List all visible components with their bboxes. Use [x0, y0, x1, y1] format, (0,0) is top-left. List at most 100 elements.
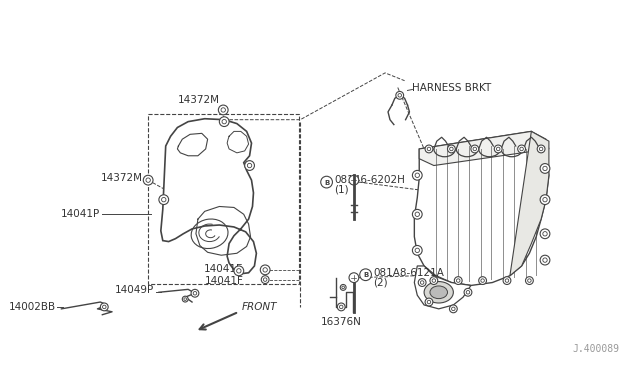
- Ellipse shape: [430, 286, 447, 299]
- Circle shape: [432, 279, 436, 282]
- Circle shape: [218, 105, 228, 115]
- Circle shape: [419, 279, 426, 286]
- Circle shape: [540, 255, 550, 265]
- Circle shape: [412, 170, 422, 180]
- Text: B: B: [363, 272, 368, 278]
- Circle shape: [428, 147, 431, 151]
- Circle shape: [471, 145, 479, 153]
- Circle shape: [100, 303, 108, 311]
- Circle shape: [454, 277, 462, 285]
- Text: B: B: [324, 180, 329, 186]
- Circle shape: [191, 289, 199, 297]
- Circle shape: [244, 161, 255, 170]
- Circle shape: [537, 145, 545, 153]
- Circle shape: [540, 164, 550, 173]
- Circle shape: [430, 277, 438, 285]
- Circle shape: [540, 229, 550, 239]
- Circle shape: [425, 145, 433, 153]
- Circle shape: [337, 303, 345, 311]
- Circle shape: [543, 166, 547, 171]
- Text: (1): (1): [334, 185, 349, 195]
- Circle shape: [102, 305, 106, 309]
- Circle shape: [540, 147, 543, 151]
- Circle shape: [237, 269, 241, 273]
- Circle shape: [263, 268, 268, 272]
- Circle shape: [143, 175, 153, 185]
- Circle shape: [527, 279, 531, 282]
- Circle shape: [339, 305, 343, 309]
- Circle shape: [321, 176, 332, 188]
- Circle shape: [349, 175, 359, 185]
- Circle shape: [518, 145, 525, 153]
- Circle shape: [182, 296, 188, 302]
- Circle shape: [479, 277, 486, 285]
- Circle shape: [415, 212, 419, 217]
- Polygon shape: [414, 131, 549, 285]
- Circle shape: [222, 119, 227, 124]
- Circle shape: [398, 94, 401, 97]
- Text: 14372M: 14372M: [177, 95, 220, 105]
- Circle shape: [193, 292, 196, 295]
- Text: 14002BB: 14002BB: [8, 302, 56, 312]
- Circle shape: [342, 286, 344, 289]
- Circle shape: [159, 195, 168, 205]
- Circle shape: [503, 277, 511, 285]
- Polygon shape: [161, 119, 257, 274]
- Text: (2): (2): [373, 278, 388, 288]
- Circle shape: [146, 178, 150, 182]
- Circle shape: [520, 147, 524, 151]
- Circle shape: [264, 278, 267, 281]
- Circle shape: [220, 117, 229, 126]
- Circle shape: [466, 291, 470, 294]
- Circle shape: [525, 277, 533, 285]
- Circle shape: [221, 108, 225, 112]
- Circle shape: [412, 209, 422, 219]
- Circle shape: [415, 173, 419, 177]
- Text: 081A8-6121A: 081A8-6121A: [373, 268, 444, 278]
- Circle shape: [456, 279, 460, 282]
- Circle shape: [425, 298, 433, 306]
- Circle shape: [349, 273, 359, 282]
- Circle shape: [260, 265, 270, 275]
- Text: 16376N: 16376N: [321, 317, 362, 327]
- Text: 14041P: 14041P: [61, 209, 100, 219]
- Circle shape: [497, 147, 500, 151]
- Circle shape: [161, 198, 166, 202]
- Circle shape: [505, 279, 509, 282]
- Text: 08146-6202H: 08146-6202H: [334, 175, 405, 185]
- Text: J.400089: J.400089: [572, 344, 619, 354]
- Text: FRONT: FRONT: [242, 302, 277, 312]
- Circle shape: [261, 276, 269, 283]
- Text: 14372M: 14372M: [101, 173, 143, 183]
- Circle shape: [481, 279, 484, 282]
- Circle shape: [543, 258, 547, 262]
- Circle shape: [450, 147, 453, 151]
- Circle shape: [449, 305, 457, 313]
- Text: 14049P: 14049P: [115, 285, 154, 295]
- Polygon shape: [419, 131, 549, 166]
- Circle shape: [234, 266, 244, 276]
- Circle shape: [184, 298, 186, 301]
- Circle shape: [494, 145, 502, 153]
- Circle shape: [248, 163, 252, 168]
- Text: 14041F: 14041F: [205, 276, 244, 286]
- Circle shape: [447, 145, 455, 153]
- Circle shape: [360, 269, 371, 280]
- Text: HARNESS BRKT: HARNESS BRKT: [412, 83, 492, 93]
- Circle shape: [540, 195, 550, 205]
- Circle shape: [415, 248, 419, 253]
- Polygon shape: [510, 131, 549, 276]
- Bar: [148, 114, 300, 285]
- Circle shape: [420, 281, 424, 284]
- Circle shape: [412, 246, 422, 255]
- Circle shape: [396, 92, 404, 99]
- Circle shape: [473, 147, 477, 151]
- Circle shape: [543, 198, 547, 202]
- Circle shape: [543, 232, 547, 236]
- Circle shape: [340, 285, 346, 290]
- Circle shape: [428, 300, 431, 304]
- Ellipse shape: [424, 282, 453, 303]
- Polygon shape: [414, 266, 471, 309]
- Circle shape: [464, 288, 472, 296]
- Circle shape: [452, 307, 455, 311]
